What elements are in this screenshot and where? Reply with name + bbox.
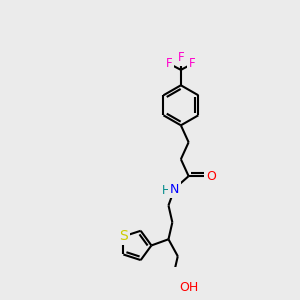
Text: F: F bbox=[178, 51, 184, 64]
Text: N: N bbox=[170, 183, 179, 196]
Text: H: H bbox=[162, 184, 170, 196]
Text: F: F bbox=[166, 57, 172, 70]
Text: F: F bbox=[189, 57, 196, 70]
Text: O: O bbox=[206, 169, 216, 183]
Text: S: S bbox=[119, 230, 128, 243]
Text: OH: OH bbox=[179, 281, 198, 294]
